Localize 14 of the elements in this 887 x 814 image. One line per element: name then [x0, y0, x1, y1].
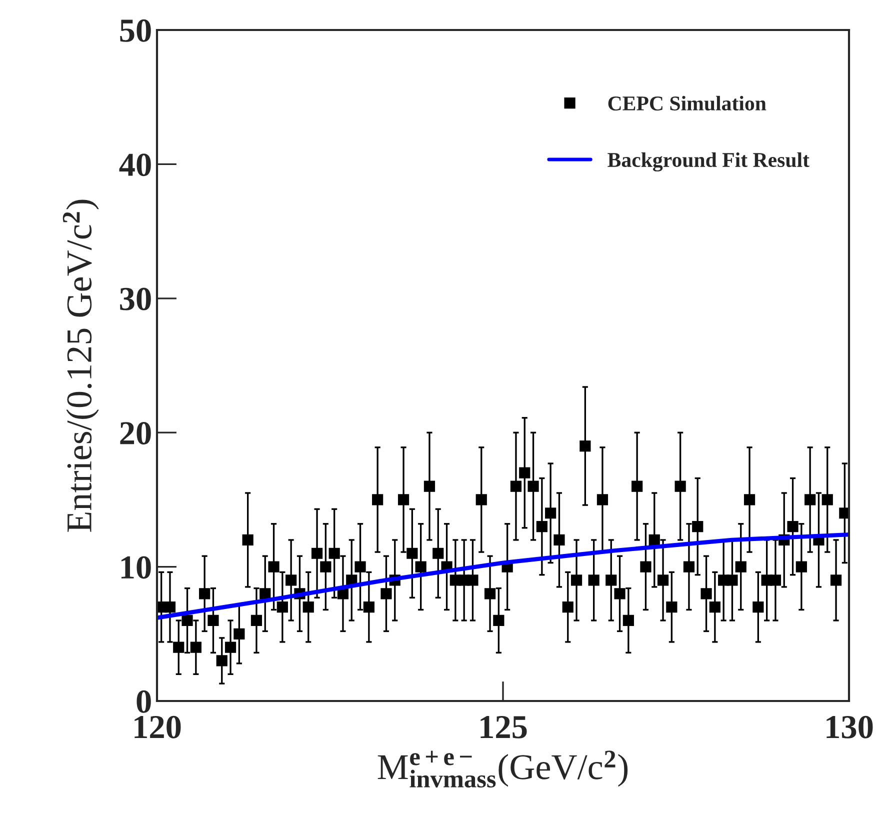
- x-axis-title: M$^{e+e−}$$_{invmass}$(GeV/c$^{2}$): [378, 750, 628, 788]
- legend-label: Background Fit Result: [608, 152, 810, 172]
- x-tick-label: 120: [134, 716, 181, 738]
- y-tick-label: 50: [120, 19, 151, 42]
- x-tick-label: 130: [826, 716, 873, 738]
- y-tick-label: 10: [121, 556, 151, 579]
- y-tick-label: 0: [136, 690, 151, 713]
- legend-label: CEPC Simulation: [608, 96, 766, 111]
- y-tick-label: 20: [120, 422, 151, 444]
- y-tick-label: 40: [119, 154, 151, 176]
- line-series: [157, 532, 849, 620]
- y-axis-title: Entries/(0.125 GeV/c$^{2}$): [62, 200, 99, 532]
- y-tick-label: 30: [120, 288, 151, 310]
- x-tick-label: 125: [480, 716, 527, 738]
